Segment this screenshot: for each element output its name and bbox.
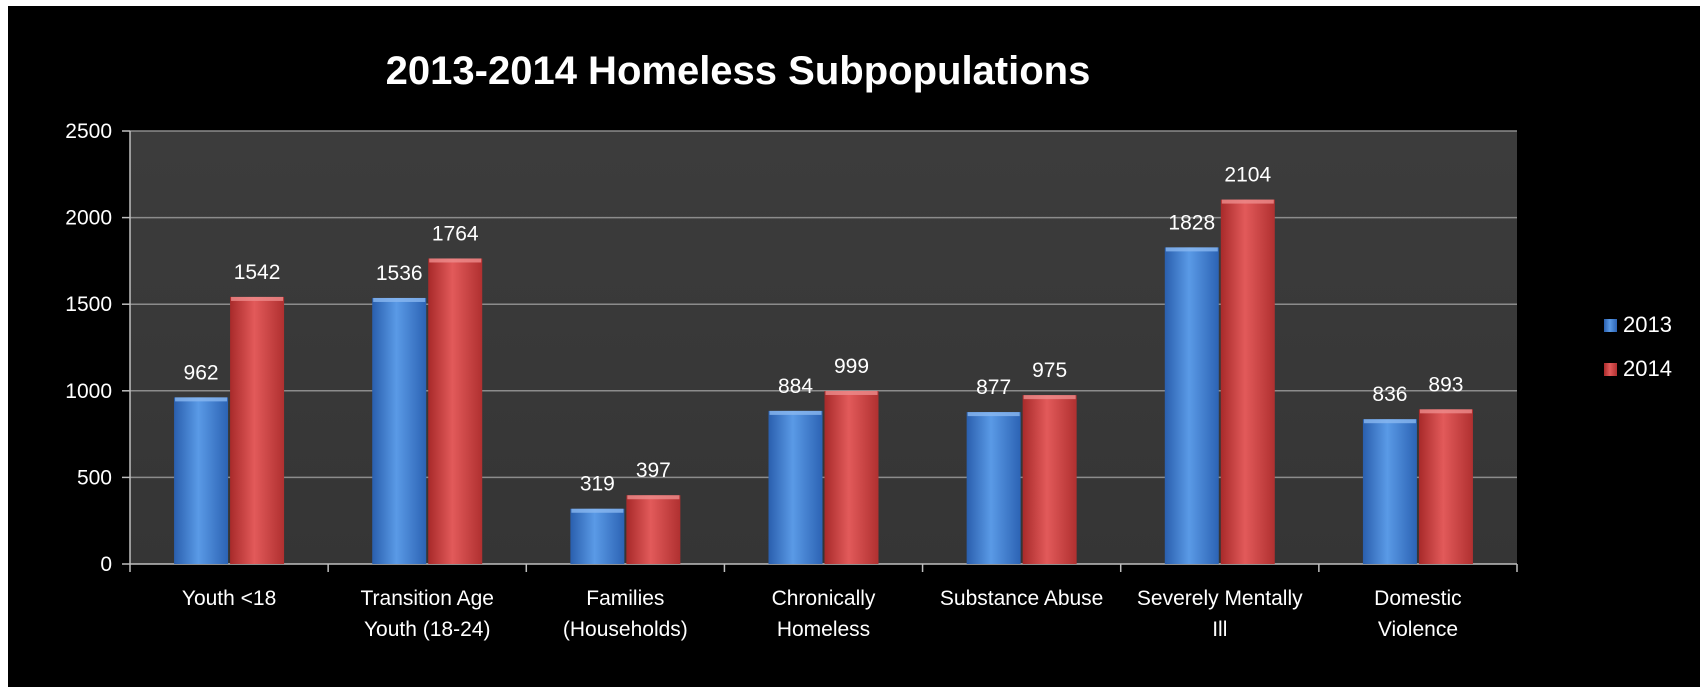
data-label: 962 (184, 361, 219, 384)
data-label: 1764 (432, 222, 479, 245)
bar-2013-0 (174, 397, 229, 564)
data-label: 1536 (376, 262, 423, 285)
category-label: Transition Age (360, 587, 493, 610)
data-label: 975 (1032, 359, 1067, 382)
plot-area: 0 500 1000 1500 2000 2500 962 1542 Youth <18 1536… (65, 120, 1518, 641)
bar-cap (825, 390, 878, 395)
y-tick-label: 2000 (65, 207, 112, 230)
bar-2013-5 (1164, 247, 1219, 565)
bar-2014-2 (626, 495, 681, 564)
bar-cap (1023, 395, 1076, 400)
category-label: Chronically (772, 587, 876, 610)
bar-cap (1221, 199, 1274, 204)
data-label: 893 (1428, 373, 1463, 396)
bar-2014-4 (1022, 395, 1077, 564)
category-label: Domestic (1374, 587, 1462, 610)
category-label: Youth (18-24) (364, 618, 490, 641)
plot-background (130, 131, 1517, 564)
y-tick-label: 2500 (65, 120, 112, 143)
chart-title: 2013-2014 Homeless Subpopulations (386, 49, 1091, 93)
data-label: 397 (636, 459, 671, 482)
bar-cap (1165, 247, 1218, 252)
legend-label: 2013 (1623, 312, 1672, 337)
y-tick-label: 1000 (65, 380, 112, 403)
legend: 2013 2014 (1604, 312, 1672, 381)
category-label: Ill (1212, 618, 1227, 641)
data-label: 1828 (1168, 211, 1215, 234)
bar-2014-6 (1418, 409, 1473, 564)
category-label: Youth <18 (182, 587, 276, 610)
category-label: Substance Abuse (940, 587, 1103, 610)
category-label: Violence (1378, 618, 1458, 641)
bar-cap (571, 508, 624, 513)
category-label: Families (586, 587, 664, 610)
bar-2013-1 (372, 297, 427, 564)
bar-2013-3 (768, 410, 823, 564)
bar-cap (769, 410, 822, 415)
category-label: Severely Mentally (1137, 587, 1303, 610)
bar-cap (429, 258, 482, 263)
y-tick-label: 0 (100, 553, 112, 576)
legend-swatch-2013 (1604, 319, 1617, 332)
y-tick-label: 1500 (65, 293, 112, 316)
bar-2014-5 (1220, 199, 1275, 564)
y-tick-label: 500 (77, 466, 112, 489)
bar-2014-3 (824, 390, 879, 564)
bar-cap (373, 297, 426, 302)
bar-2013-4 (966, 412, 1021, 564)
data-label: 884 (778, 375, 813, 398)
bar-2013-6 (1362, 419, 1417, 564)
legend-label: 2014 (1623, 356, 1672, 381)
bar-cap (1363, 419, 1416, 424)
data-label: 2104 (1224, 164, 1271, 187)
data-label: 836 (1372, 383, 1407, 406)
bar-cap (175, 397, 228, 402)
bar-2014-1 (428, 258, 483, 564)
bar-cap (1419, 409, 1472, 414)
data-label: 1542 (234, 261, 281, 284)
category-label: Homeless (777, 618, 870, 641)
data-label: 877 (976, 376, 1011, 399)
bar-cap (627, 495, 680, 500)
legend-swatch-2014 (1604, 363, 1617, 376)
data-label: 999 (834, 355, 869, 378)
bar-2013-2 (570, 508, 625, 564)
data-label: 319 (580, 473, 615, 496)
bar-cap (967, 412, 1020, 417)
bar-cap (231, 296, 284, 301)
bar-2014-0 (230, 296, 285, 564)
category-label: (Households) (563, 618, 688, 641)
